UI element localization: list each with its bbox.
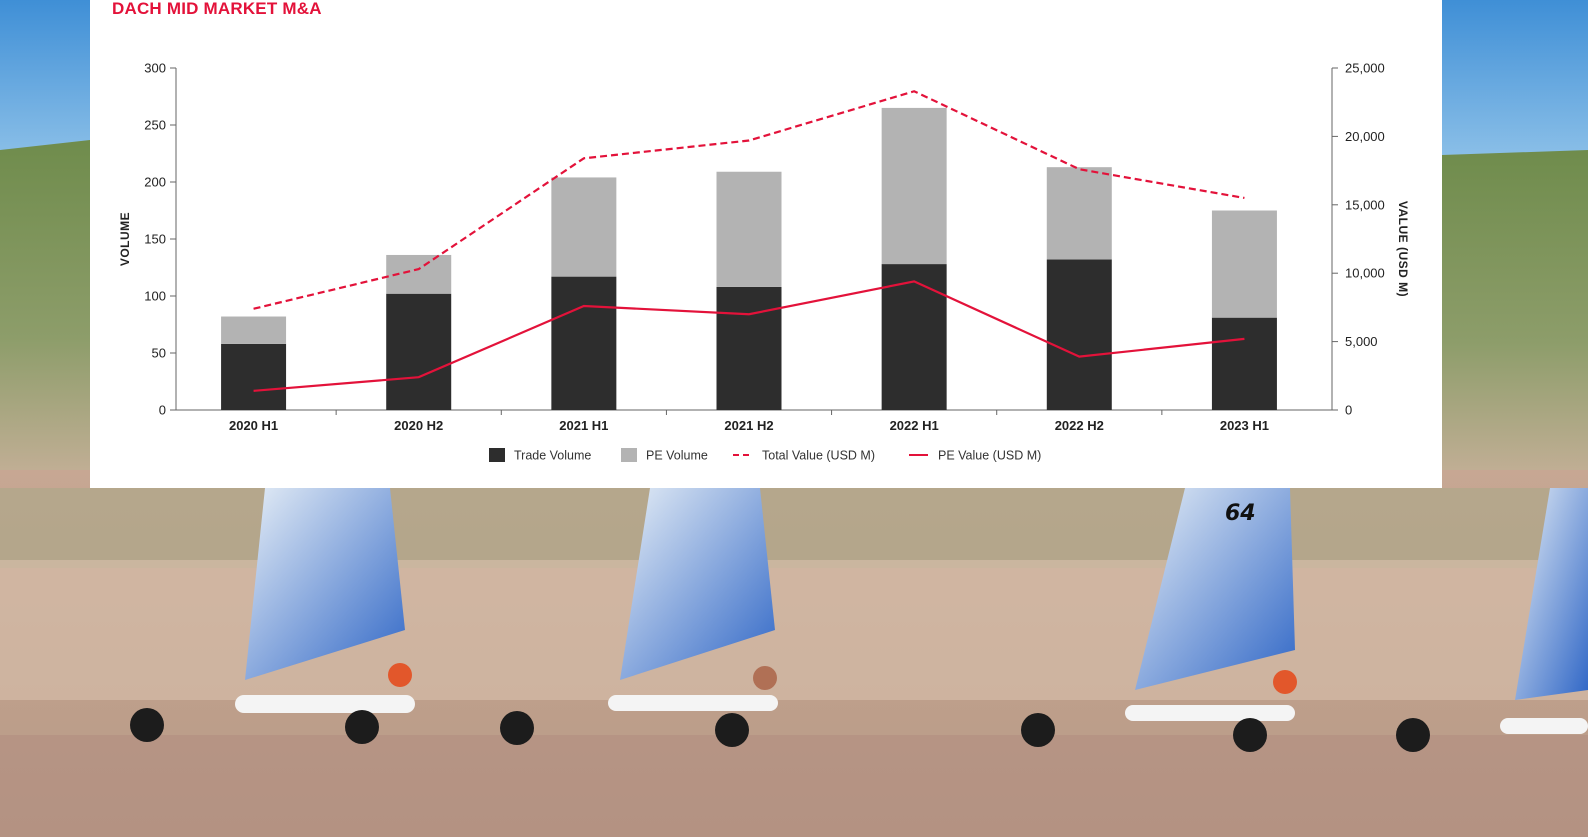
y-tick-label: 150: [144, 232, 166, 247]
y-tick-label: 300: [144, 61, 166, 76]
chart-title: DACH MID MARKET M&A: [112, 0, 322, 18]
landsailer-2: [500, 488, 778, 747]
chart: 0 50 100 150 200 250 300 0 5,000 10,000 15,000 20,0…: [118, 61, 1410, 463]
bar-trade-volume-2021-h2: [716, 286, 782, 410]
y-tick-label: 50: [152, 346, 166, 361]
landsailer-1: [130, 488, 415, 744]
x-tick-label: 2021 H1: [559, 418, 608, 433]
y2-axis-title: VALUE (USD M): [1396, 201, 1410, 297]
legend-swatch: [621, 448, 637, 462]
y-tick-label: 100: [144, 289, 166, 304]
bar-trade-volume-2022-h1: [881, 264, 947, 410]
bar-pe-volume-2023-h1: [1211, 210, 1277, 318]
labels: 0 50 100 150 200 250 300 0 5,000 10,000 15,000 20,0…: [118, 61, 1410, 434]
x-tick-label: 2020 H2: [394, 418, 443, 433]
bar-pe-volume-2021-h1: [551, 177, 617, 277]
x-tick-label: 2022 H1: [890, 418, 939, 433]
landsailer-3: 64: [1021, 488, 1297, 752]
bar-trade-volume-2022-h2: [1046, 259, 1112, 410]
x-tick-label: 2023 H1: [1220, 418, 1269, 433]
landsailer-4: [1396, 488, 1588, 752]
legend-label: Total Value (USD M): [762, 449, 875, 463]
legend-item: PE Volume: [621, 448, 708, 463]
y-tick-label: 200: [144, 175, 166, 190]
bar-trade-volume-2020-h1: [221, 343, 287, 410]
y2-tick-label: 20,000: [1345, 129, 1385, 144]
y2-tick-label: 10,000: [1345, 266, 1385, 281]
sail-number: 64: [1225, 501, 1256, 526]
legend-label: PE Value (USD M): [938, 449, 1041, 463]
y2-tick-label: 0: [1345, 403, 1352, 418]
bar-pe-volume-2020-h1: [221, 316, 287, 344]
x-tick-label: 2022 H2: [1055, 418, 1104, 433]
y-tick-label: 250: [144, 118, 166, 133]
legend-swatch: [489, 448, 505, 462]
bar-trade-volume-2020-h2: [386, 293, 452, 410]
y2-tick-label: 5,000: [1345, 334, 1378, 349]
legend-item: Trade Volume: [489, 448, 591, 463]
legend: Trade Volume PE Volume Total Value (USD M)…: [489, 448, 1041, 463]
y-axis-title: VOLUME: [118, 212, 132, 266]
y-tick-label: 0: [159, 403, 166, 418]
bar-trade-volume-2021-h1: [551, 276, 617, 410]
y2-tick-label: 25,000: [1345, 61, 1385, 76]
bar-pe-volume-2022-h2: [1046, 167, 1112, 260]
x-tick-label: 2020 H1: [229, 418, 278, 433]
bar-trade-volume-2023-h1: [1211, 317, 1277, 410]
legend-item: Total Value (USD M): [733, 449, 875, 463]
bar-pe-volume-2022-h1: [881, 107, 947, 265]
bars: [221, 107, 1277, 410]
bar-pe-volume-2021-h2: [716, 171, 782, 287]
x-tick-label: 2021 H2: [724, 418, 773, 433]
y2-tick-label: 15,000: [1345, 197, 1385, 212]
lines: [253, 90, 1245, 392]
legend-item: PE Value (USD M): [909, 449, 1041, 463]
legend-label: Trade Volume: [514, 449, 591, 463]
legend-label: PE Volume: [646, 449, 708, 463]
